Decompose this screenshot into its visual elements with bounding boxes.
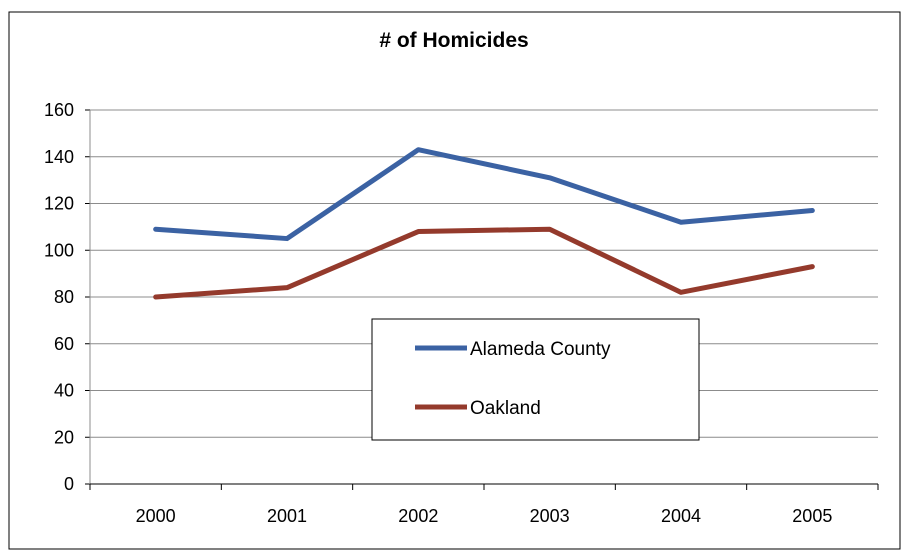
y-tick-label: 140 xyxy=(44,147,74,167)
legend-label-alameda-county: Alameda County xyxy=(470,339,611,360)
legend: Alameda County Oakland xyxy=(372,319,699,440)
chart-border xyxy=(9,12,900,549)
x-tick-label: 2001 xyxy=(267,506,307,526)
chart-title: # of Homicides xyxy=(379,29,528,52)
x-tick-label: 2005 xyxy=(792,506,832,526)
y-tick-label: 60 xyxy=(54,334,74,354)
legend-box xyxy=(372,319,699,440)
y-tick-label: 0 xyxy=(64,474,74,494)
x-tick-label: 2003 xyxy=(530,506,570,526)
y-tick-label: 40 xyxy=(54,381,74,401)
x-tick-label: 2000 xyxy=(136,506,176,526)
y-tick-label: 120 xyxy=(44,194,74,214)
y-tick-label: 160 xyxy=(44,100,74,120)
y-tick-label: 80 xyxy=(54,287,74,307)
y-tick-label: 20 xyxy=(54,427,74,447)
legend-label-oakland: Oakland xyxy=(470,398,541,419)
x-tick-label: 2002 xyxy=(398,506,438,526)
x-tick-label: 2004 xyxy=(661,506,701,526)
y-tick-label: 100 xyxy=(44,240,74,260)
